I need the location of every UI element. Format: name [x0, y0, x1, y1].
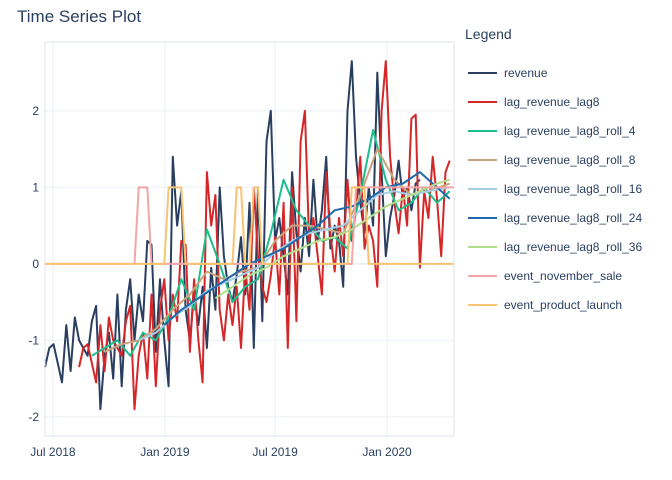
- legend[interactable]: Legend revenue lag_revenue_lag8 lag_revenu…: [465, 26, 642, 312]
- legend-label: lag_revenue_lag8_roll_36: [504, 240, 642, 254]
- legend-item[interactable]: lag_revenue_lag8_roll_16: [468, 182, 642, 196]
- series-line-lag-revenue-lag8-roll-24: [163, 171, 451, 326]
- legend-label: lag_revenue_lag8: [504, 95, 600, 109]
- chart-title: Time Series Plot: [17, 7, 141, 26]
- x-axis-ticks: Jul 2018 Jan 2019 Jul 2019 Jan 2020: [30, 445, 412, 459]
- y-tick-label: 1: [32, 180, 39, 194]
- legend-label: event_november_sale: [504, 269, 622, 283]
- legend-item[interactable]: lag_revenue_lag8_roll_8: [468, 153, 636, 167]
- legend-label: lag_revenue_lag8_roll_4: [504, 124, 636, 138]
- legend-item[interactable]: event_november_sale: [468, 269, 622, 283]
- y-tick-label: -2: [28, 410, 39, 424]
- legend-item[interactable]: lag_revenue_lag8_roll_4: [468, 124, 636, 138]
- plot-area-frame: [44, 41, 455, 437]
- series-line-lag-revenue-lag8-roll-4: [91, 129, 451, 357]
- legend-item[interactable]: lag_revenue_lag8_roll_24: [468, 211, 642, 225]
- series-line-lag-revenue-lag8-roll-36: [214, 178, 450, 300]
- series-lines: [44, 60, 454, 411]
- legend-item[interactable]: revenue: [468, 66, 548, 80]
- x-tick-label: Jul 2018: [30, 445, 76, 459]
- legend-item[interactable]: lag_revenue_lag8: [468, 95, 600, 109]
- legend-item[interactable]: lag_revenue_lag8_roll_36: [468, 240, 642, 254]
- y-tick-label: 2: [32, 104, 39, 118]
- x-tick-label: Jan 2020: [362, 445, 412, 459]
- series-line-lag-revenue-lag8-roll-16: [138, 186, 450, 342]
- legend-item[interactable]: event_product_launch: [468, 298, 622, 312]
- x-tick-label: Jan 2019: [140, 445, 190, 459]
- legend-label: event_product_launch: [504, 298, 622, 312]
- y-tick-label: 0: [32, 257, 39, 271]
- grid: [45, 42, 454, 436]
- legend-label: lag_revenue_lag8_roll_16: [504, 182, 642, 196]
- legend-label: lag_revenue_lag8_roll_8: [504, 153, 636, 167]
- y-tick-label: -1: [28, 333, 39, 347]
- legend-title: Legend: [465, 26, 512, 42]
- series-line-lag-revenue-lag8-roll-8: [104, 148, 451, 353]
- y-axis-ticks: -2 -1 0 1 2: [28, 104, 39, 424]
- legend-label: lag_revenue_lag8_roll_24: [504, 211, 642, 225]
- x-tick-label: Jul 2019: [252, 445, 298, 459]
- series-line-lag-revenue-lag8: [78, 60, 451, 411]
- legend-label: revenue: [504, 66, 548, 80]
- series-line-event-product-launch: [45, 186, 454, 265]
